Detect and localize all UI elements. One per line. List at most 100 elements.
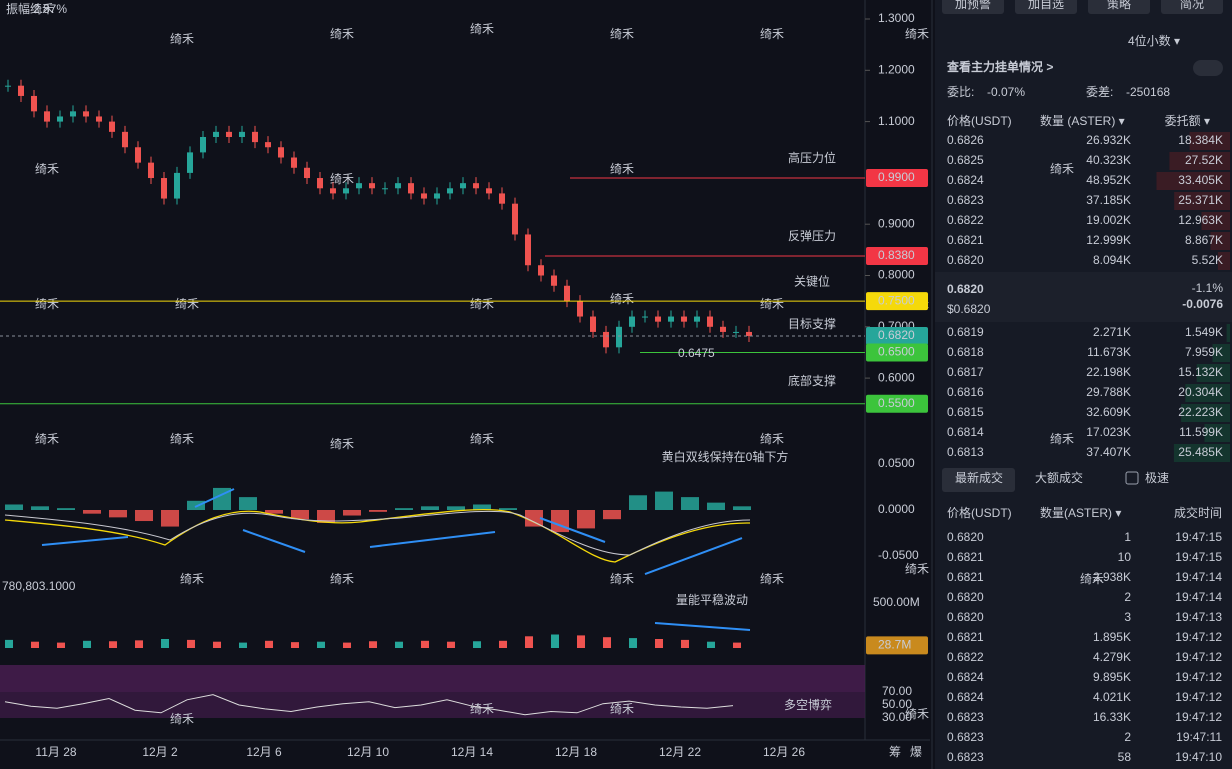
y-tick-label: 0.0500 (878, 456, 915, 470)
watermark: 绮禾 (470, 297, 494, 311)
macd-bar (707, 502, 725, 510)
book-amount: 5.52K (1192, 253, 1223, 267)
chart-bg (0, 0, 930, 769)
volume-bar (603, 637, 611, 648)
trade-price: 0.6820 (947, 590, 984, 604)
depth-bar (1217, 252, 1230, 270)
candle (200, 136, 206, 153)
volume-bar (421, 640, 429, 648)
macd-bar (5, 504, 23, 510)
candle (486, 188, 492, 194)
trade-qty: 16.33K (1093, 710, 1131, 724)
watermark: 绮禾 (760, 432, 784, 446)
rsi-band (0, 692, 865, 718)
book-qty: 2.271K (1093, 325, 1131, 339)
button-label[interactable]: 加预警 (955, 0, 991, 11)
tab[interactable]: 大额成交 (1035, 470, 1083, 485)
button-label[interactable]: 简况 (1180, 0, 1204, 11)
x-tick-label: 12月 22 (659, 745, 701, 759)
trend-arrow (242, 529, 306, 553)
corner-icon[interactable]: 爆 (910, 745, 922, 759)
volume-bar (5, 639, 13, 648)
diff-label: 委差: (1086, 85, 1113, 99)
trade-qty: 10 (1118, 550, 1132, 564)
button[interactable] (1161, 0, 1223, 14)
level-tag (866, 169, 928, 188)
y-tick-label: -0.0500 (878, 548, 919, 562)
watermark: 绮禾 (35, 297, 59, 311)
macd-bar (135, 510, 153, 522)
book-qty: 22.198K (1086, 365, 1131, 379)
candle (239, 131, 245, 137)
candle (408, 183, 414, 194)
button[interactable] (1015, 0, 1077, 14)
tab-active[interactable] (942, 468, 1015, 492)
mid-change: -0.0076 (1182, 297, 1223, 311)
volume-bar (135, 640, 143, 648)
button[interactable] (942, 0, 1004, 14)
macd-bar (629, 495, 647, 510)
book-amount: 18.384K (1178, 133, 1223, 147)
macd-bar (655, 491, 673, 510)
y-tick-label: 70.00 (882, 684, 912, 698)
panel-bg (935, 0, 1232, 769)
trade-time: 19:47:12 (1175, 650, 1222, 664)
volume-bar (343, 642, 351, 648)
candle (720, 326, 726, 332)
volume-bar (83, 640, 91, 648)
watermark: 绮禾 (35, 162, 59, 176)
candle (187, 152, 193, 173)
trades-header: 成交时间 (1174, 505, 1222, 520)
mid-pct: -1.1% (1192, 281, 1224, 295)
level-label: 0.7500 (878, 293, 915, 307)
trade-qty: 1 (1124, 530, 1131, 544)
trade-time: 19:47:14 (1175, 590, 1222, 604)
macd-bar (83, 510, 101, 514)
checkbox[interactable] (1125, 471, 1139, 485)
watermark: 绮禾 (330, 572, 354, 586)
depth-bar (1174, 192, 1230, 210)
book-price: 0.6814 (947, 425, 984, 439)
decimals[interactable]: 4位小数 ▾ (1128, 33, 1180, 48)
candle (499, 193, 505, 204)
book-amount: 11.599K (1179, 425, 1223, 439)
candle (96, 116, 102, 122)
trend-arrow (369, 531, 496, 548)
button[interactable] (1088, 0, 1150, 14)
depth-bar (1181, 404, 1230, 422)
book-price: 0.6818 (947, 345, 984, 359)
y-tick-label: 0.0000 (878, 502, 915, 516)
candle (226, 131, 232, 137)
level-tag (866, 394, 928, 413)
trade-qty: 4.021K (1093, 690, 1131, 704)
toggle[interactable] (1193, 60, 1223, 76)
watermark: 绮禾 (175, 297, 199, 311)
button-label[interactable]: 加自选 (1028, 0, 1064, 11)
depth-bar (1210, 232, 1230, 250)
watermark: 绮禾 (330, 27, 354, 41)
level-tag (866, 327, 928, 346)
candle (538, 265, 544, 276)
macd-bar (161, 510, 179, 527)
main-orders[interactable]: 查看主力挂单情况 > (946, 59, 1053, 74)
level-label: 0.6500 (878, 345, 915, 359)
trade-time: 19:47:12 (1175, 630, 1222, 644)
watermark: 绮禾 (905, 562, 929, 576)
corner-icon[interactable]: 筹 (889, 745, 901, 759)
trade-qty: 2 (1124, 590, 1131, 604)
watermark: 绮禾 (610, 162, 634, 176)
tab[interactable]: 极速 (1145, 471, 1169, 485)
button-label[interactable]: 策略 (1107, 0, 1131, 11)
trade-qty: 4.279K (1093, 650, 1131, 664)
candle (109, 121, 115, 132)
watermark: 绮禾 (1050, 432, 1074, 446)
candle (707, 316, 713, 327)
macd-bar (187, 500, 205, 510)
candle (265, 142, 271, 148)
trade-time: 19:47:10 (1175, 750, 1222, 764)
book-amount: 12.963K (1178, 213, 1223, 227)
book-header: 价格(USDT) (947, 113, 1012, 128)
tab[interactable]: 最新成交 (955, 470, 1003, 485)
watermark: 绮禾 (610, 292, 634, 306)
y-tick-label: 1.1000 (878, 114, 915, 128)
